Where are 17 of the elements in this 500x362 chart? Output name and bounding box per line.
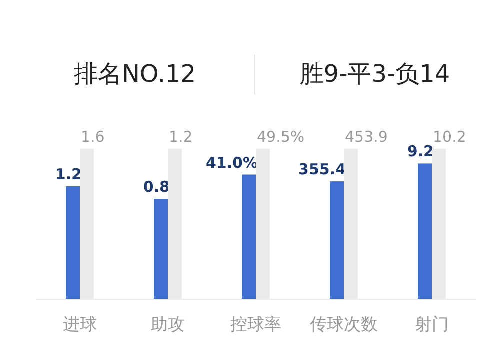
x-tick-label: 进球 — [63, 315, 97, 335]
data-label: 9.2 — [407, 142, 434, 161]
x-tick-label: 控球率 — [230, 315, 282, 335]
data-label: 49.5% — [257, 128, 305, 146]
text: 排名NO.12 — [74, 60, 196, 88]
data-label: 1.6 — [81, 128, 105, 146]
x-tick-label: 助攻 — [151, 315, 185, 335]
x-tick-label: 传球次数 — [310, 315, 378, 335]
data-label: 1.2 — [169, 128, 193, 146]
data-label: 1.2 — [55, 166, 82, 184]
text: 胜9-平3-负14 — [300, 60, 450, 88]
data-label: 355.4 — [298, 160, 346, 179]
data-label: 453.9 — [345, 128, 388, 146]
x-tick-label: 射门 — [415, 315, 449, 335]
data-label: 41.0% — [206, 154, 258, 172]
data-label: 0.8 — [143, 178, 170, 196]
data-label: 10.2 — [433, 128, 466, 146]
